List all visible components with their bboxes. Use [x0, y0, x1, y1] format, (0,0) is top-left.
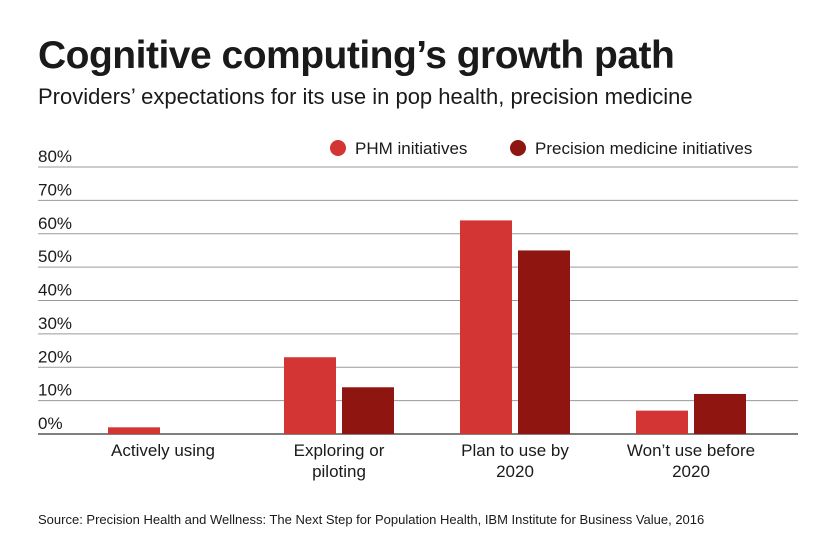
y-tick-label: 0%	[38, 414, 63, 433]
y-tick-label: 30%	[38, 314, 72, 333]
x-category-label: 2020	[672, 462, 710, 481]
bar-precision-medicine	[694, 393, 746, 434]
y-tick-label: 10%	[38, 381, 72, 400]
legend-label: PHM initiatives	[355, 139, 467, 158]
legend-label: Precision medicine initiatives	[535, 139, 752, 158]
bar-phm	[460, 220, 512, 434]
y-tick-label: 80%	[38, 147, 72, 166]
chart-subtitle: Providers’ expectations for its use in p…	[38, 84, 693, 109]
x-category-label: Exploring or	[294, 441, 385, 460]
legend-swatch	[510, 140, 526, 156]
y-tick-label: 60%	[38, 214, 72, 233]
x-category-label: piloting	[312, 462, 366, 481]
y-tick-label: 70%	[38, 180, 72, 199]
x-category-label: Won’t use before	[627, 441, 755, 460]
chart-title: Cognitive computing’s growth path	[38, 34, 675, 77]
y-tick-label: 50%	[38, 247, 72, 266]
bar-phm	[636, 410, 688, 434]
bar-precision-medicine	[342, 387, 394, 434]
x-category-label: Actively using	[111, 441, 215, 460]
y-tick-label: 40%	[38, 281, 72, 300]
bar-precision-medicine	[518, 250, 570, 434]
bar-chart: 0% 10% 20% 30% 40% 50% 60% 70% 80% Actively using…	[38, 139, 798, 481]
y-tick-label: 20%	[38, 347, 72, 366]
x-category-label: Plan to use by	[461, 441, 569, 460]
legend-swatch	[330, 140, 346, 156]
bar-phm	[284, 357, 336, 434]
x-category-label: 2020	[496, 462, 534, 481]
source-note: Source: Precision Health and Wellness: T…	[38, 512, 705, 527]
bar-phm	[108, 427, 160, 434]
